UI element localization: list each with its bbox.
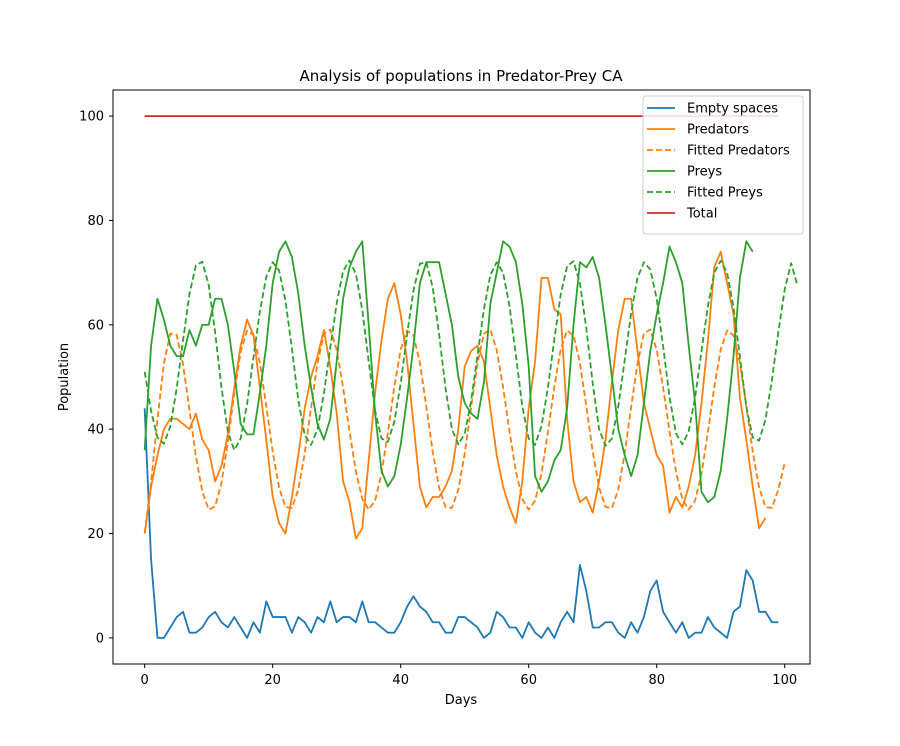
chart-title: Analysis of populations in Predator-Prey… [299, 67, 623, 85]
series-line-preys [143, 240, 754, 504]
legend-label: Predators [687, 123, 749, 138]
y-tick-label: 20 [87, 527, 104, 542]
y-tick-label: 60 [87, 318, 104, 333]
legend-label: Preys [687, 165, 722, 180]
x-tick-label: 80 [648, 673, 665, 688]
y-tick-label: 40 [87, 423, 104, 438]
x-tick-label: 0 [141, 673, 149, 688]
y-tick-label: 100 [79, 110, 104, 125]
y-axis-label: Population [57, 343, 72, 411]
series-line-fitted-preys [143, 259, 799, 451]
y-tick-label: 80 [87, 214, 104, 229]
legend-label: Empty spaces [687, 102, 778, 117]
x-tick-label: 100 [772, 673, 797, 688]
series-line-empty-spaces [143, 408, 779, 639]
legend-label: Fitted Preys [687, 186, 763, 201]
series-line-predators [143, 250, 767, 540]
x-tick-label: 40 [392, 673, 409, 688]
y-tick-label: 0 [96, 631, 104, 646]
axes-frame [112, 89, 811, 665]
legend-label: Total [686, 207, 717, 222]
legend-label: Fitted Predators [687, 144, 790, 159]
legend: Empty spaces Predators Fitted Predators Pre… [642, 95, 804, 235]
x-tick-label: 20 [264, 673, 281, 688]
legend-box [642, 95, 804, 235]
axis-ticks: 0 20 40 60 80 100 0 20 40 60 80 100 [79, 110, 797, 688]
x-axis-label: Days [445, 693, 478, 708]
series-line-fitted-predators [143, 328, 786, 534]
x-tick-label: 60 [520, 673, 537, 688]
